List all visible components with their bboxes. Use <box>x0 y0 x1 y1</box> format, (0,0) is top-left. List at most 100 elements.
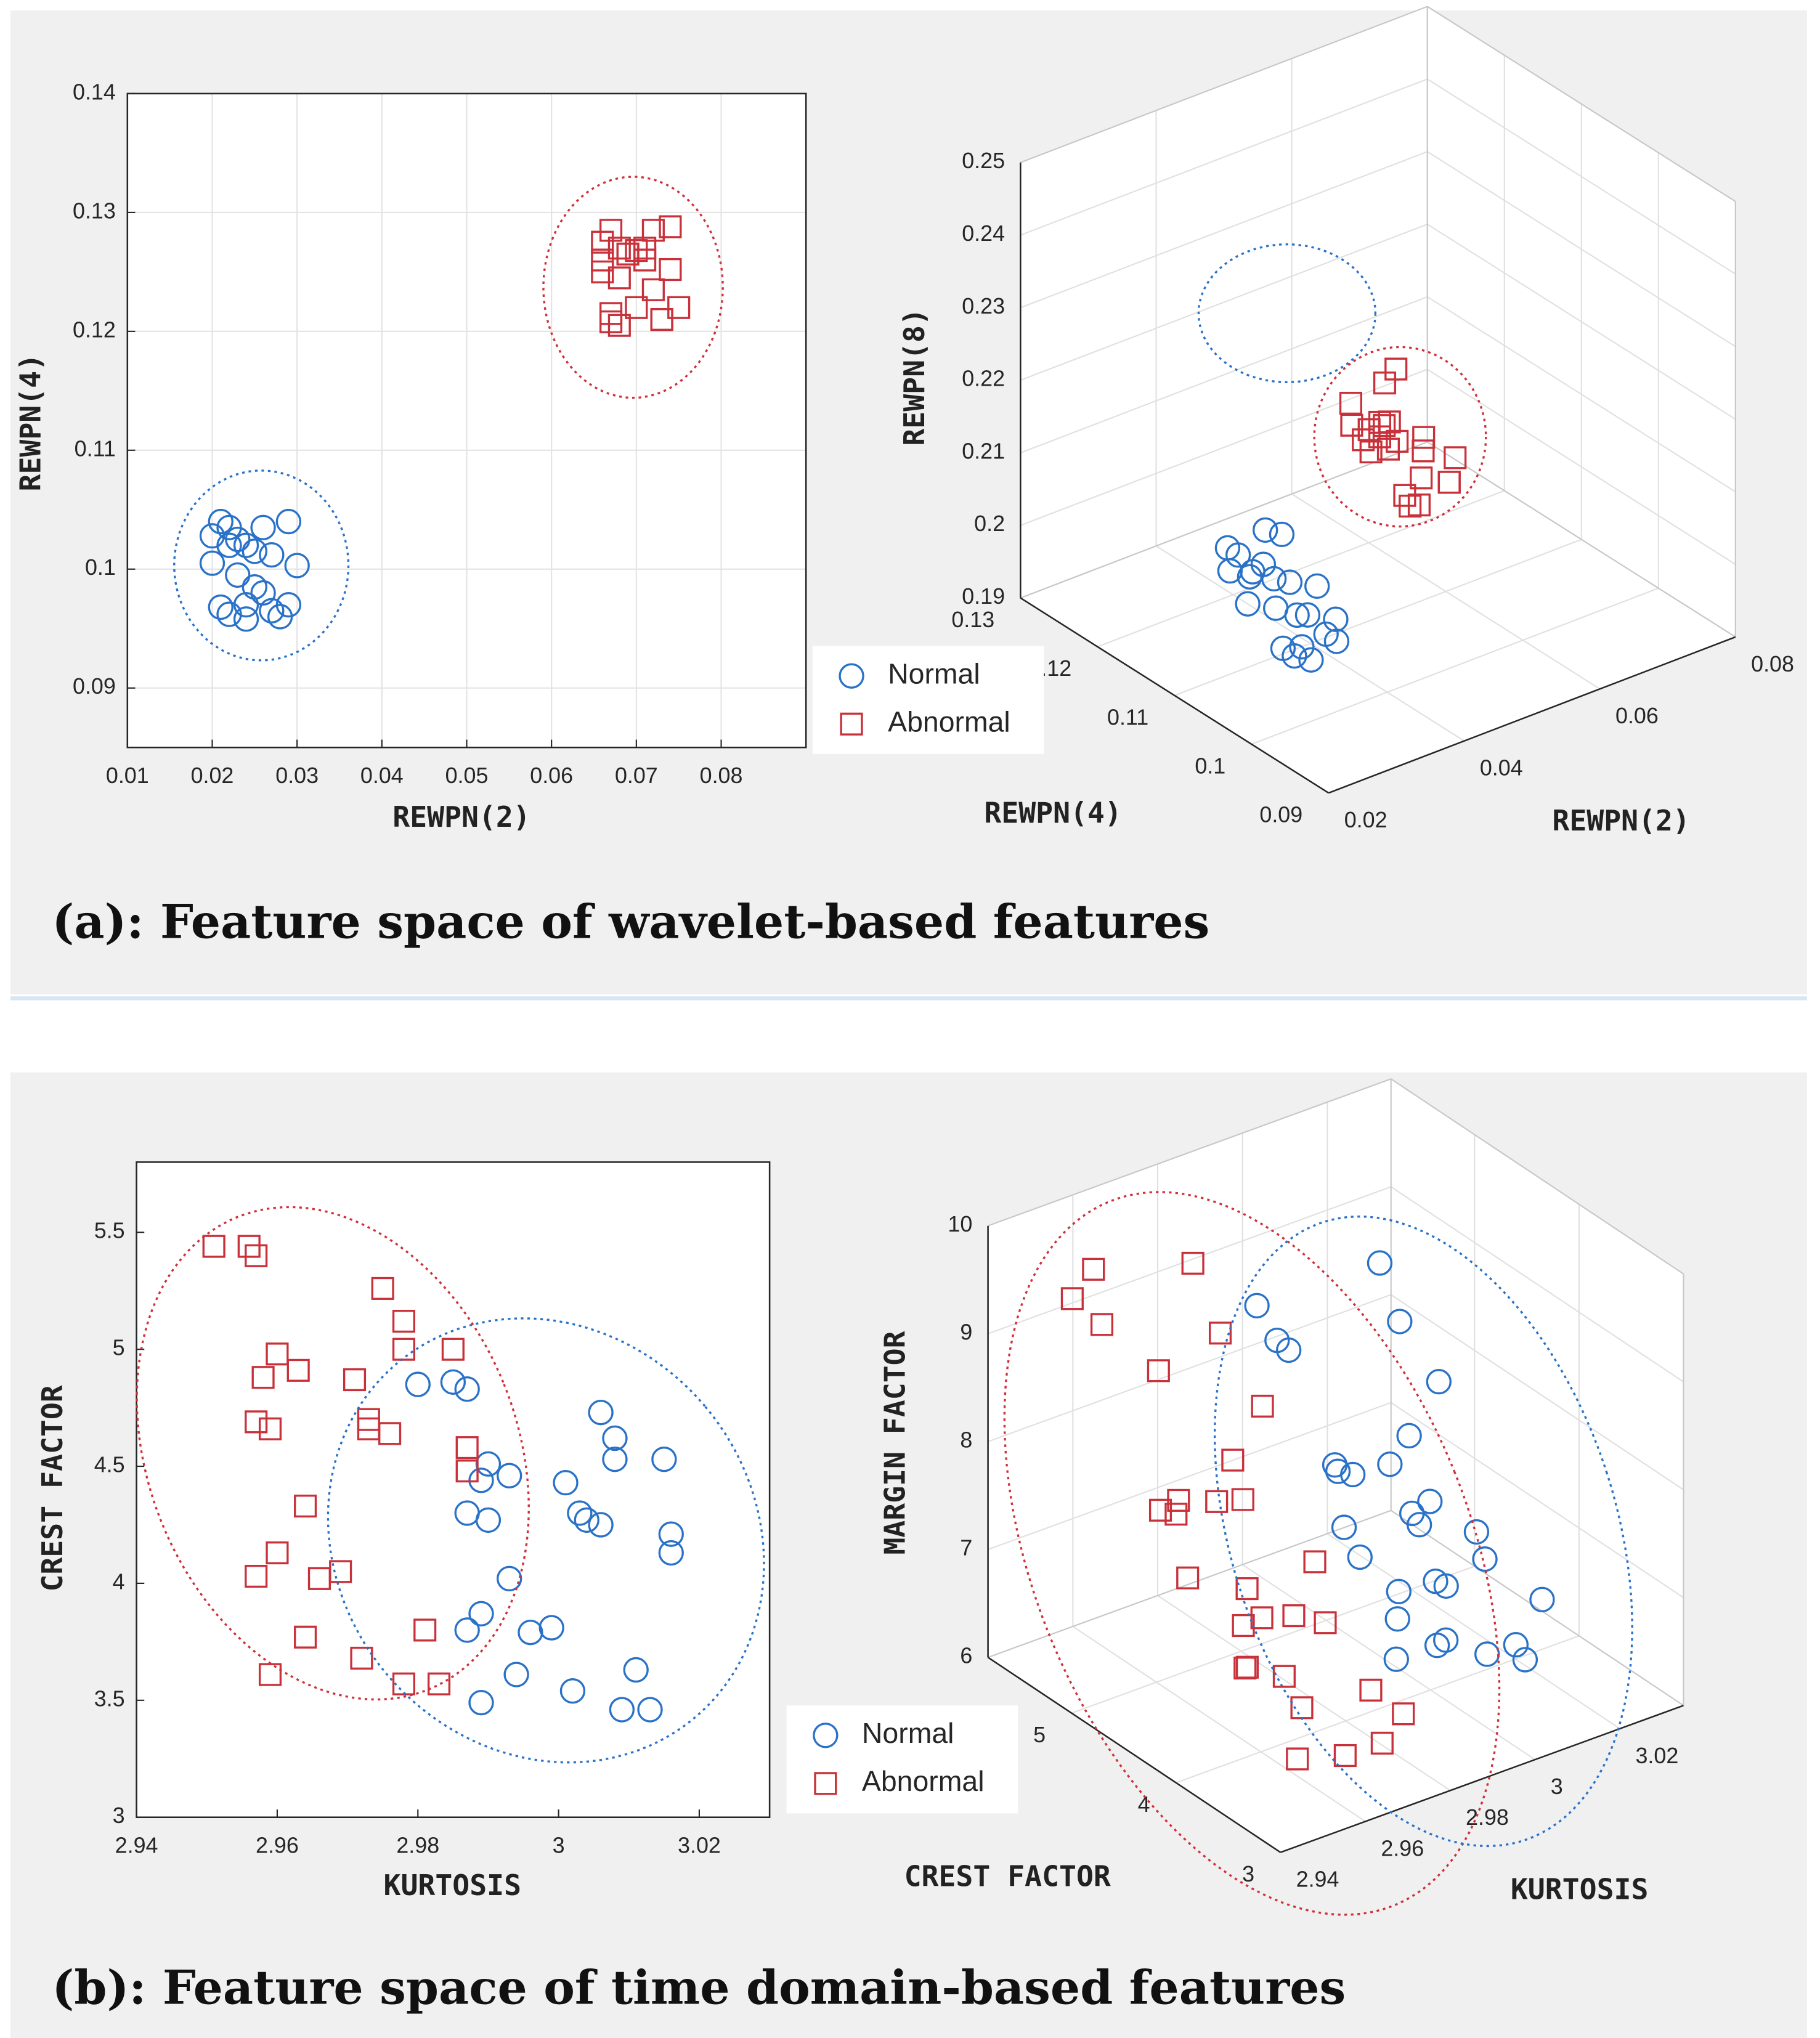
marker-square <box>1378 410 1401 434</box>
marker-square <box>659 258 682 282</box>
x-axis-line <box>1328 636 1736 794</box>
y-tick-label: 0.14 <box>73 79 116 104</box>
grid-line <box>1174 538 1582 696</box>
x-axis-label: REWPN(2) <box>392 800 530 834</box>
box-edge <box>988 1078 1392 1227</box>
x-tick-label: 2.98 <box>396 1833 439 1858</box>
marker-circle <box>1275 1337 1302 1363</box>
marker-circle <box>468 1689 494 1716</box>
marker-square <box>1147 1359 1170 1382</box>
marker-square <box>329 1560 352 1583</box>
marker-circle <box>1463 1519 1490 1545</box>
marker-square <box>1286 1747 1309 1771</box>
marker-square <box>1412 439 1435 463</box>
x-axis-label: KURTOSIS <box>384 1869 522 1902</box>
marker-square <box>1233 1656 1257 1680</box>
grid-line <box>1391 1294 1684 1490</box>
grid-line <box>1427 296 1736 493</box>
marker-square <box>1090 1313 1114 1336</box>
marker-square <box>607 237 631 260</box>
marker-square <box>1167 1488 1190 1512</box>
y-axis-label: REWPN(4) <box>984 796 1122 829</box>
marker-circle <box>208 508 234 535</box>
z-tick-label: 0.23 <box>962 294 1005 319</box>
y-tick-label: 0.1 <box>85 555 116 580</box>
marker-square <box>286 1358 310 1382</box>
z-tick-label: 6 <box>960 1644 972 1668</box>
marker-circle <box>1294 602 1321 628</box>
x-tick-label: 3.02 <box>1635 1744 1678 1768</box>
marker-square <box>1370 1731 1394 1755</box>
caption-b: (b): Feature space of time domain-based … <box>52 1960 1346 2015</box>
marker-circle <box>813 1723 839 1748</box>
marker-circle <box>1277 569 1303 595</box>
marker-square <box>245 1410 268 1434</box>
grid-line <box>1097 490 1505 648</box>
grid-line <box>1427 151 1736 347</box>
marker-circle <box>225 526 251 553</box>
marker-circle <box>1282 643 1307 669</box>
marker-circle <box>1304 573 1330 599</box>
marker-circle <box>454 1617 480 1643</box>
marker-circle <box>1298 647 1324 673</box>
grid-line <box>988 1186 1392 1334</box>
marker-circle <box>1417 1488 1443 1514</box>
marker-square <box>633 237 657 260</box>
marker-square <box>641 278 665 301</box>
marker-square <box>1231 1488 1254 1511</box>
marker-square <box>1437 471 1461 494</box>
y-tick-label: 0.09 <box>73 674 116 699</box>
z-tick-label: 7 <box>960 1536 972 1561</box>
x-tick-label: 3 <box>553 1833 565 1858</box>
marker-circle <box>538 1615 564 1641</box>
marker-circle <box>518 1620 543 1646</box>
marker-circle <box>1503 1632 1529 1658</box>
grid-line <box>1157 1594 1451 1792</box>
cluster-ellipse <box>542 176 724 399</box>
legend-label: Normal <box>888 657 980 689</box>
x-tick-label: 2.94 <box>115 1833 158 1858</box>
grid-line <box>988 1402 1392 1551</box>
marker-square <box>427 1672 451 1695</box>
y-tick-label: 4 <box>1138 1792 1150 1817</box>
marker-square <box>1251 1394 1274 1418</box>
y-tick-label: 0.09 <box>1259 803 1302 827</box>
marker-circle <box>208 594 234 620</box>
marker-square <box>1407 493 1431 517</box>
marker-square <box>1205 1490 1229 1513</box>
marker-circle <box>1269 521 1295 548</box>
legend-label: Normal <box>862 1717 954 1749</box>
grid-line <box>1020 368 1428 526</box>
grid-line <box>1427 224 1736 420</box>
box-edge <box>1391 1078 1684 1275</box>
marker-circle <box>259 542 285 568</box>
marker-circle <box>233 591 259 618</box>
marker-circle <box>1424 1633 1450 1658</box>
y-tick-label: 5 <box>1033 1723 1046 1747</box>
marker-circle <box>602 1446 628 1472</box>
grid-line <box>1176 1635 1580 1784</box>
marker-circle <box>1383 1646 1409 1672</box>
legend-label: Abnormal <box>862 1765 985 1797</box>
cluster-ellipses <box>136 176 1633 1916</box>
marker-square <box>245 1244 268 1267</box>
x-tick-label: 2.96 <box>1381 1836 1424 1861</box>
x-axis-label: KURTOSIS <box>1511 1872 1649 1906</box>
x-tick-label: 0.06 <box>1615 704 1659 728</box>
y-tick-label: 3 <box>1242 1862 1254 1886</box>
marker-circle <box>225 562 251 588</box>
z-tick-label: 0.22 <box>962 367 1005 391</box>
marker-square <box>455 1459 479 1483</box>
marker-square <box>1384 357 1408 381</box>
y-axis-line <box>987 1657 1282 1853</box>
marker-square <box>1340 413 1363 437</box>
marker-circle <box>1377 1451 1403 1477</box>
box-edge <box>1427 441 1736 638</box>
marker-square <box>1176 1566 1200 1589</box>
cluster-ellipse <box>1003 1191 1501 1916</box>
marker-square <box>1373 414 1396 437</box>
marker-circle <box>233 532 259 558</box>
y-axis-line <box>1020 597 1330 794</box>
